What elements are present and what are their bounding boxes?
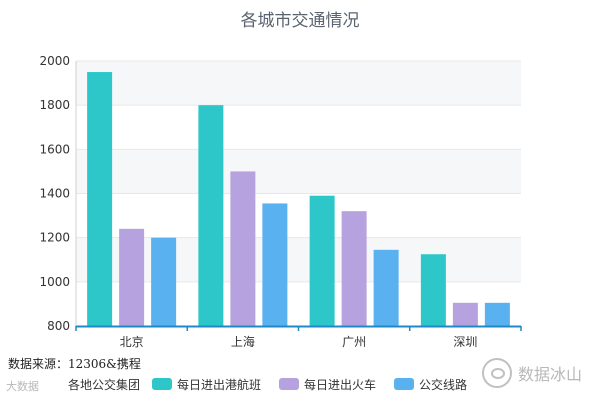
bar <box>309 195 335 326</box>
legend-item-flights[interactable]: 每日进出港航班 <box>152 376 261 393</box>
x-tick-label: 广州 <box>342 335 366 349</box>
x-tick-label: 深圳 <box>453 335 477 349</box>
bar <box>198 105 224 327</box>
source-note: 数据来源：12306&携程 <box>8 357 141 371</box>
legend-swatch <box>279 378 300 390</box>
watermark-right-text: 数据冰山 <box>518 365 583 384</box>
watermark-left: 大数据 <box>6 380 39 393</box>
y-tick-label: 2000 <box>39 54 70 68</box>
plot-band <box>76 237 521 282</box>
legend-swatch <box>394 378 415 390</box>
x-tick-label: 北京 <box>120 335 144 349</box>
y-tick-label: 1000 <box>39 275 70 289</box>
y-tick-label: 1200 <box>39 231 70 245</box>
plot-band <box>76 281 521 326</box>
y-tick-label: 1400 <box>39 187 70 201</box>
y-tick-label: 1600 <box>39 142 70 156</box>
bar <box>151 237 177 326</box>
legend: 各地公交集团 每日进出港航班 每日进出火车 公交线路 <box>68 375 485 393</box>
chart-title: 各城市交通情况 <box>240 11 360 31</box>
legend-item-trains[interactable]: 每日进出火车 <box>279 376 376 393</box>
bar <box>262 203 288 326</box>
y-tick-label: 1800 <box>39 98 70 112</box>
legend-item-bus[interactable]: 公交线路 <box>394 376 467 393</box>
bar <box>119 228 145 326</box>
bar <box>452 302 478 326</box>
plot-band <box>76 105 521 150</box>
y-tick-label: 800 <box>47 319 70 333</box>
bar <box>484 302 510 326</box>
x-tick-label: 上海 <box>231 334 255 349</box>
legend-swatch <box>152 378 173 390</box>
plot-band <box>76 61 521 106</box>
bar <box>230 171 256 326</box>
wechat-icon <box>482 358 512 388</box>
bar <box>420 254 446 326</box>
bar <box>373 249 399 326</box>
legend-label: 每日进出港航班 <box>177 377 262 392</box>
bar <box>341 211 367 326</box>
bar <box>87 72 113 327</box>
legend-label: 每日进出火车 <box>304 377 377 392</box>
plot-band <box>76 193 521 238</box>
watermark-right: 数据冰山 <box>482 358 582 388</box>
legend-label: 公交线路 <box>419 377 468 392</box>
legend-prefix: 各地公交集团 <box>68 377 141 392</box>
plot-band <box>76 149 521 194</box>
